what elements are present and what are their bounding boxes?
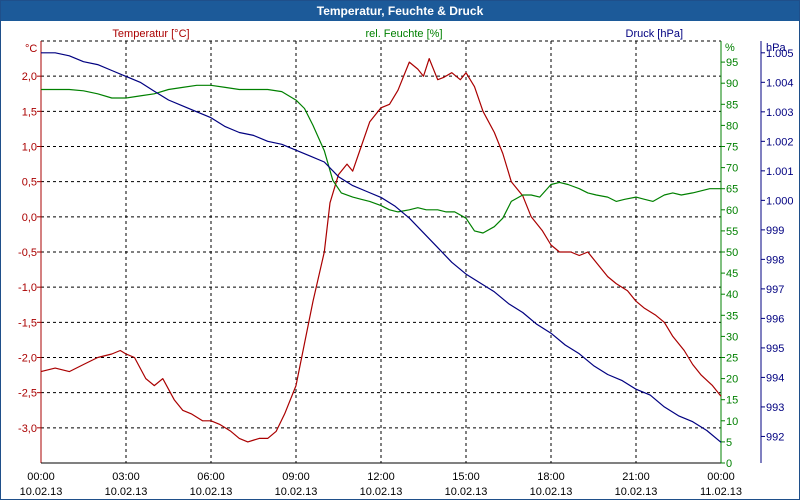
- chart-title: Temperatur, Feuchte & Druck: [1, 1, 799, 21]
- humidity-tick-label: 5: [726, 437, 732, 449]
- pressure-tick-label: 995: [766, 343, 784, 355]
- pressure-tick-label: 1.005: [766, 48, 794, 60]
- x-tick-time: 00:00: [707, 471, 735, 483]
- x-tick-time: 03:00: [112, 471, 140, 483]
- temperature-series-line: [40, 57, 722, 443]
- temperature-tick-label: -2,0: [18, 353, 37, 365]
- pressure-tick-label: 993: [766, 402, 784, 414]
- humidity-tick-label: 65: [726, 184, 738, 196]
- x-tick-date: 10.02.13: [615, 486, 658, 498]
- humidity-tick-label: 60: [726, 205, 738, 217]
- x-tick-time: 00:00: [27, 471, 55, 483]
- pressure-series-line: [41, 52, 722, 443]
- humidity-tick-label: 20: [726, 374, 738, 386]
- humidity-tick-label: 25: [726, 353, 738, 365]
- pressure-tick-label: 998: [766, 254, 784, 266]
- temperature-tick-label: 2,0: [22, 71, 37, 83]
- x-tick-time: 15:00: [452, 471, 480, 483]
- temperature-tick-label: -3,0: [18, 423, 37, 435]
- pressure-tick-label: 1.002: [766, 136, 794, 148]
- pressure-tick-label: 996: [766, 313, 784, 325]
- humidity-series-line: [41, 84, 721, 234]
- x-tick-time: 09:00: [282, 471, 310, 483]
- humidity-tick-label: 45: [726, 268, 738, 280]
- humidity-tick-label: 35: [726, 310, 738, 322]
- temperature-tick-label: -0,5: [18, 247, 37, 259]
- pressure-tick-label: 1.004: [766, 77, 794, 89]
- pressure-tick-label: 1.003: [766, 107, 794, 119]
- humidity-tick-label: 75: [726, 142, 738, 154]
- humidity-tick-label: 95: [726, 57, 738, 69]
- humidity-tick-label: 85: [726, 99, 738, 111]
- temperature-tick-label: -2,5: [18, 388, 37, 400]
- humidity-tick-label: 55: [726, 226, 738, 238]
- x-tick-date: 10.02.13: [360, 486, 403, 498]
- temperature-tick-label: 1,0: [22, 142, 37, 154]
- x-tick-time: 06:00: [197, 471, 225, 483]
- pressure-tick-label: 997: [766, 284, 784, 296]
- legend-label: rel. Feuchte [%]: [365, 28, 442, 40]
- temperature-tick-label: 0,0: [22, 212, 37, 224]
- pressure-tick-label: 994: [766, 372, 784, 384]
- legend-label: Druck [hPa]: [626, 28, 683, 40]
- humidity-tick-label: 80: [726, 120, 738, 132]
- x-tick-date: 10.02.13: [105, 486, 148, 498]
- legend-label: Temperatur [°C]: [112, 28, 189, 40]
- humidity-tick-label: 70: [726, 163, 738, 175]
- temperature-tick-label: -1,0: [18, 282, 37, 294]
- x-tick-date: 10.02.13: [275, 486, 318, 498]
- x-tick-date: 10.02.13: [530, 486, 573, 498]
- pressure-tick-label: 992: [766, 431, 784, 443]
- humidity-unit-label: %: [725, 42, 735, 54]
- temperature-tick-label: -1,5: [18, 317, 37, 329]
- x-tick-date: 10.02.13: [20, 486, 63, 498]
- humidity-tick-label: 90: [726, 78, 738, 90]
- humidity-tick-label: 10: [726, 416, 738, 428]
- x-tick-date: 11.02.13: [700, 486, 742, 498]
- pressure-unit-label: hPa: [766, 42, 786, 54]
- x-tick-time: 21:00: [622, 471, 650, 483]
- temperature-tick-label: 1,5: [22, 106, 37, 118]
- pressure-tick-label: 1.000: [766, 195, 794, 207]
- humidity-tick-label: 15: [726, 395, 738, 407]
- humidity-tick-label: 0: [726, 458, 732, 470]
- humidity-tick-label: 50: [726, 247, 738, 259]
- x-tick-time: 12:00: [367, 471, 395, 483]
- humidity-tick-label: 40: [726, 289, 738, 301]
- x-tick-time: 18:00: [537, 471, 565, 483]
- pressure-tick-label: 999: [766, 225, 784, 237]
- temperature-tick-label: 0,5: [22, 177, 37, 189]
- x-tick-date: 10.02.13: [190, 486, 233, 498]
- humidity-tick-label: 30: [726, 331, 738, 343]
- temperature-unit-label: °C: [25, 43, 37, 55]
- pressure-tick-label: 1.001: [766, 166, 794, 178]
- x-tick-date: 10.02.13: [445, 486, 488, 498]
